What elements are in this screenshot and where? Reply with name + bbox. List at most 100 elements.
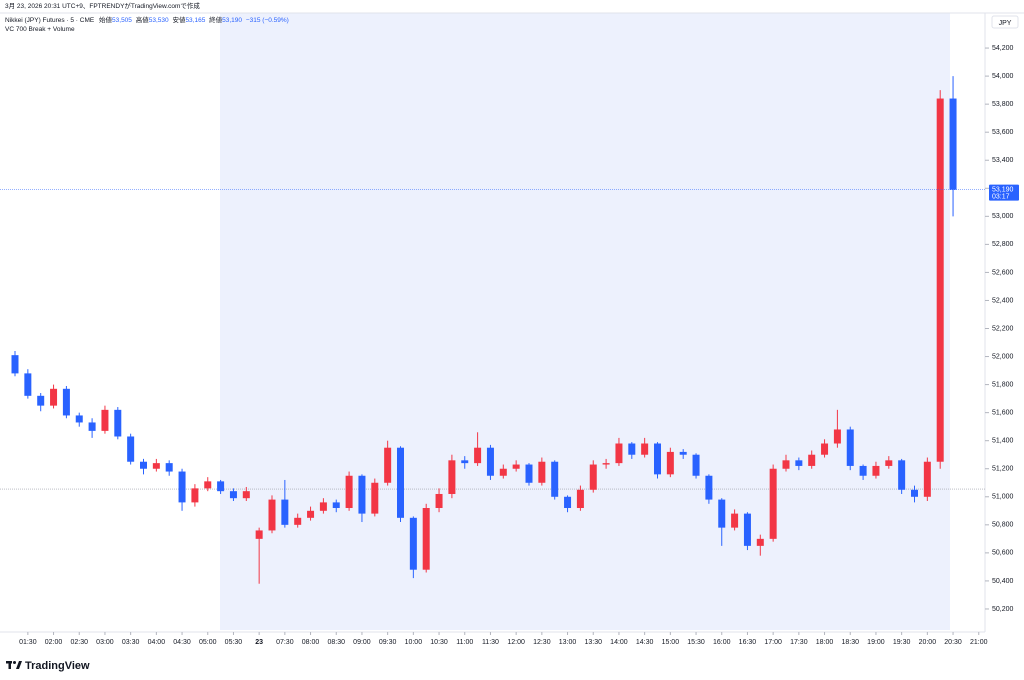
candle-body	[88, 422, 96, 431]
legend-label: 終値	[209, 15, 223, 24]
last-price-label: 53,190	[992, 187, 1014, 194]
candle-body	[654, 443, 661, 475]
candle-body	[512, 464, 520, 469]
candle-body	[422, 508, 430, 570]
candle-body	[384, 447, 392, 483]
x-tick-label: 14:00	[610, 639, 628, 646]
y-tick-label: 53,800	[992, 101, 1014, 108]
candle-body	[576, 489, 584, 509]
candle-body	[911, 489, 918, 497]
x-tick-label: 03:30	[122, 639, 140, 646]
y-tick-label: 50,600	[992, 550, 1014, 557]
candle-body	[152, 463, 160, 469]
candle-body	[641, 443, 649, 455]
candle-body	[50, 388, 58, 406]
candle-body	[127, 436, 135, 462]
x-tick-label: 11:00	[456, 639, 473, 646]
session-shade	[220, 13, 950, 630]
indicator: VC 700 Break + Volume	[5, 26, 75, 33]
candle-body	[397, 447, 404, 518]
candle-body	[101, 409, 109, 431]
candle-body	[319, 502, 327, 511]
y-tick-label: 51,600	[992, 409, 1014, 416]
y-tick-label: 54,200	[992, 45, 1014, 52]
y-tick-label: 52,800	[992, 241, 1014, 248]
legend-label: 高値	[136, 15, 150, 24]
x-tick-label: 23	[255, 639, 263, 646]
brand-logo	[6, 661, 22, 669]
candle-body	[795, 460, 803, 466]
candle-body	[525, 464, 533, 483]
candle-body	[679, 451, 687, 455]
candle-body	[564, 496, 572, 509]
y-tick-label: 52,600	[992, 269, 1014, 276]
legend-label: 安値	[172, 15, 186, 24]
candle-body	[217, 481, 225, 492]
candle-body	[486, 447, 494, 476]
x-tick-label: 12:00	[507, 639, 525, 646]
x-tick-label: 13:30	[584, 639, 602, 646]
x-tick-label: 15:00	[662, 639, 680, 646]
y-tick-label: 53,000	[992, 213, 1014, 220]
candle-body	[846, 429, 854, 466]
candle-body	[949, 98, 957, 190]
x-tick-label: 20:30	[944, 639, 962, 646]
x-tick-label: 04:30	[173, 639, 191, 646]
x-tick-label: 18:00	[816, 639, 834, 646]
x-tick-label: 05:30	[225, 639, 243, 646]
legend-value: 53,505	[112, 17, 132, 24]
candle-body	[833, 429, 841, 444]
x-tick-label: 09:30	[379, 639, 397, 646]
x-tick-label: 10:00	[405, 639, 423, 646]
x-tick-label: 08:00	[302, 639, 320, 646]
candle-body	[435, 493, 443, 509]
candle-body	[281, 499, 289, 525]
candle-body	[615, 443, 623, 464]
legend-line: Nikkei (JPY) Futures · 5 · CME 始値53,505 …	[5, 15, 289, 24]
candle-body	[718, 499, 726, 528]
legend-label: 始値	[99, 15, 113, 24]
y-tick-label: 54,000	[992, 73, 1014, 80]
y-tick-label: 51,800	[992, 381, 1014, 388]
legend-value: 53,190	[222, 17, 242, 24]
y-tick-label: 52,200	[992, 325, 1014, 332]
symbol: Nikkei (JPY) Futures · 5 · CME	[5, 17, 95, 24]
x-tick-label: 02:00	[45, 639, 63, 646]
candle-body	[37, 395, 45, 406]
candle-body	[75, 415, 83, 423]
last-price-box	[989, 184, 1019, 201]
candle-body	[666, 451, 674, 475]
currency-box[interactable]	[991, 15, 1019, 29]
candle-body	[11, 355, 19, 374]
y-tick-label: 53,400	[992, 157, 1014, 164]
candle-body	[229, 491, 237, 499]
candle-body	[808, 454, 816, 466]
candle-body	[474, 447, 482, 464]
candle-body	[165, 463, 173, 472]
x-tick-label: 16:30	[739, 639, 757, 646]
candle-body	[936, 98, 944, 462]
currency[interactable]: JPY	[999, 20, 1012, 27]
x-tick-label: 04:00	[148, 639, 166, 646]
candle-body	[114, 409, 122, 437]
x-tick-label: 15:30	[687, 639, 705, 646]
candle-body	[191, 488, 199, 503]
candle-body	[307, 510, 315, 518]
candle-body	[821, 443, 829, 455]
candle-body	[345, 475, 353, 509]
candle-body	[62, 388, 70, 416]
candle-body	[743, 513, 751, 546]
y-tick-label: 50,800	[992, 522, 1014, 529]
x-tick-label: 03:00	[96, 639, 114, 646]
countdown: 03:17	[992, 194, 1010, 201]
x-tick-label: 19:30	[893, 639, 911, 646]
candle-body	[140, 461, 147, 469]
candle-body	[204, 481, 212, 489]
y-tick-label: 50,200	[992, 606, 1014, 613]
candle-body	[461, 460, 469, 464]
x-tick-label: 13:00	[559, 639, 577, 646]
x-tick-label: 21:00	[970, 639, 988, 646]
candle-body	[448, 460, 456, 494]
x-tick-label: 10:30	[430, 639, 448, 646]
candle-body	[538, 461, 546, 483]
